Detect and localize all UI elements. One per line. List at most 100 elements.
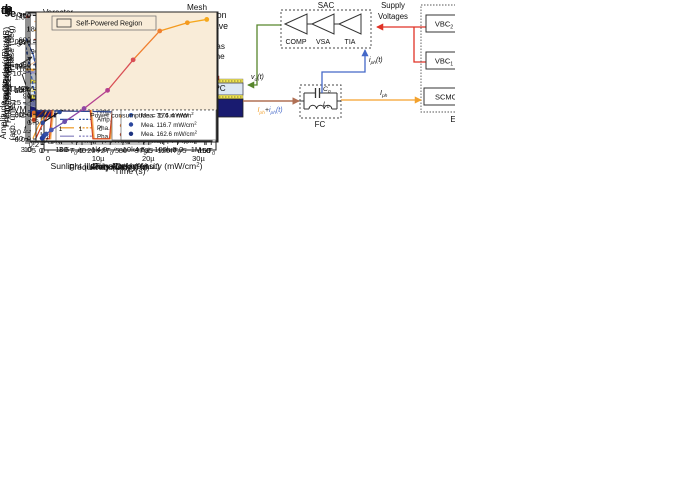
supply-wire2 [413,27,426,63]
y-tick-label: -10 [10,69,21,78]
y-tick-label: 0.6 [15,61,25,70]
sum-current-label: Iph+iph(t) [257,107,282,116]
threshold-label: Power consumption = 176.4 mW [90,113,189,120]
data-point [57,109,62,115]
x-axis-label: Frequency (GHz) [69,162,135,172]
y-tick-label: 0 [27,118,31,127]
x-axis-label: Sunlight Illumination Intensity (mW/cm2) [51,161,203,171]
vsa-amp-icon [310,13,335,35]
y-tick-label: 1.0 [15,12,25,21]
y-tick-label: 0 [27,135,31,144]
x-tick-label: 0 [39,146,43,155]
comp-amp-icon [283,13,308,35]
lc-filter-circuit [299,88,341,110]
x-tick-label: 10µ [92,154,105,163]
y-tick-label: 360 [18,11,31,20]
y-tick-label: 150 [18,110,31,119]
x-axis-label: Time (s) [114,166,145,176]
vsa-label: VSA [316,39,330,46]
y-tick-label: 0.2 [15,111,25,120]
fc-label: FC [315,120,326,129]
chart-h-svg: Power consumption = 176.4 mW0 40 80 120 1600… [3,5,218,171]
panel-letter: f [1,5,5,17]
y-tick-label: -20 [10,128,21,137]
pet-label: PET [4,63,20,72]
Iph-label: Iph [380,90,388,99]
chart-h: Power consumption = 176.4 mW0 40 80 120 1600… [3,5,218,171]
mesh-patch-label: Mesh [187,3,207,12]
y-tick-label: 90 [31,47,39,56]
legend-box [51,15,157,31]
y-axis-label: Phase (deg) [3,53,13,100]
label: Mea. 116.7 mW/cm2 [141,120,197,129]
fc-box [299,84,342,119]
ems-label: EMS [450,115,455,124]
y-tick-label: 0 [19,37,23,46]
bit-label: 1 [59,126,63,133]
x-tick-label: 5 [32,146,36,155]
otmpm-label: OTMPM [2,84,34,94]
self-powered-region [36,12,217,110]
label: Mea. 75.4 mW/cm2 [141,111,194,120]
plot-frame [35,11,218,143]
iph-wire [321,49,369,93]
y-tick-label: -40 [12,134,23,143]
data-point [157,28,163,34]
y-tick-label: -20 [12,86,23,95]
y-tick-label: -30 [12,110,23,119]
x-tick-label: 3T0/5 [135,146,154,157]
data-point [43,131,49,137]
x-tick-label: 2T0/5 [100,146,120,157]
sac-label: SAC [318,1,335,10]
x-tick-label: 10 [24,145,32,154]
pc-label: PC [214,84,225,93]
label: Mea. 162.6 mW/cm2 [141,130,198,139]
panel-letter-a: a [6,3,13,15]
y-tick-label: 90 [23,91,31,100]
x-tick-label: 20µ [142,154,155,163]
x-tick-label: 3.0 [21,145,31,154]
panel-letter: c [1,5,7,17]
y-tick-label: 750 [18,11,31,20]
x-axis-label: Duty Ratio (%) [92,161,148,171]
sac-box [280,9,372,49]
x-tick-label: 35 [145,146,153,155]
x-tick-label: 80 [119,146,127,155]
data-point [31,110,36,115]
y-axis-label: Amplitude [0,101,8,139]
x-tick-label: 0 [46,154,50,163]
data-point [40,120,46,125]
comp-label: COMP [286,39,307,46]
x-tick-label: 40 [78,146,86,155]
bit-label: 0 [99,126,103,133]
vo-wire [247,24,281,89]
y-tick-label: 270 [18,38,31,47]
y-tick-label: -15 [10,98,21,107]
supply-voltages-label2: Voltages [378,12,408,21]
x-tick-label: 30µ [192,154,205,163]
data-point [130,57,136,63]
y-tick-label: 0.4 [15,86,25,95]
data-point [31,117,36,122]
panel-letter-b: b [5,3,12,15]
y-axis-label: (arb. units) [7,99,17,140]
vo-label: vo(t) [251,74,264,83]
data-point [81,106,87,111]
y-tick-label: 180 [26,25,39,34]
bit-label: 1 [79,126,83,133]
corner-annotation: fc2 [46,137,53,146]
panel-letter: h [4,5,11,17]
scmc-label: SCMC [435,93,455,102]
y-tick-label: 0.0 [15,135,25,144]
x-axis-label: Time Delay (a.u.) [94,161,160,171]
data-point [62,119,68,125]
vbc2-label: VBC2 [435,20,453,31]
panel-letter: g [4,5,11,17]
data-point [105,87,110,93]
l0-label: L0 [323,101,330,110]
x-axis-label: Frequency (Hz) [90,162,149,172]
y-axis-label: Frequency Response (dB) [1,27,11,127]
panel-letter: e [10,8,16,20]
data-point [48,127,54,133]
x-tick-label: 4T0/5 [169,146,188,157]
